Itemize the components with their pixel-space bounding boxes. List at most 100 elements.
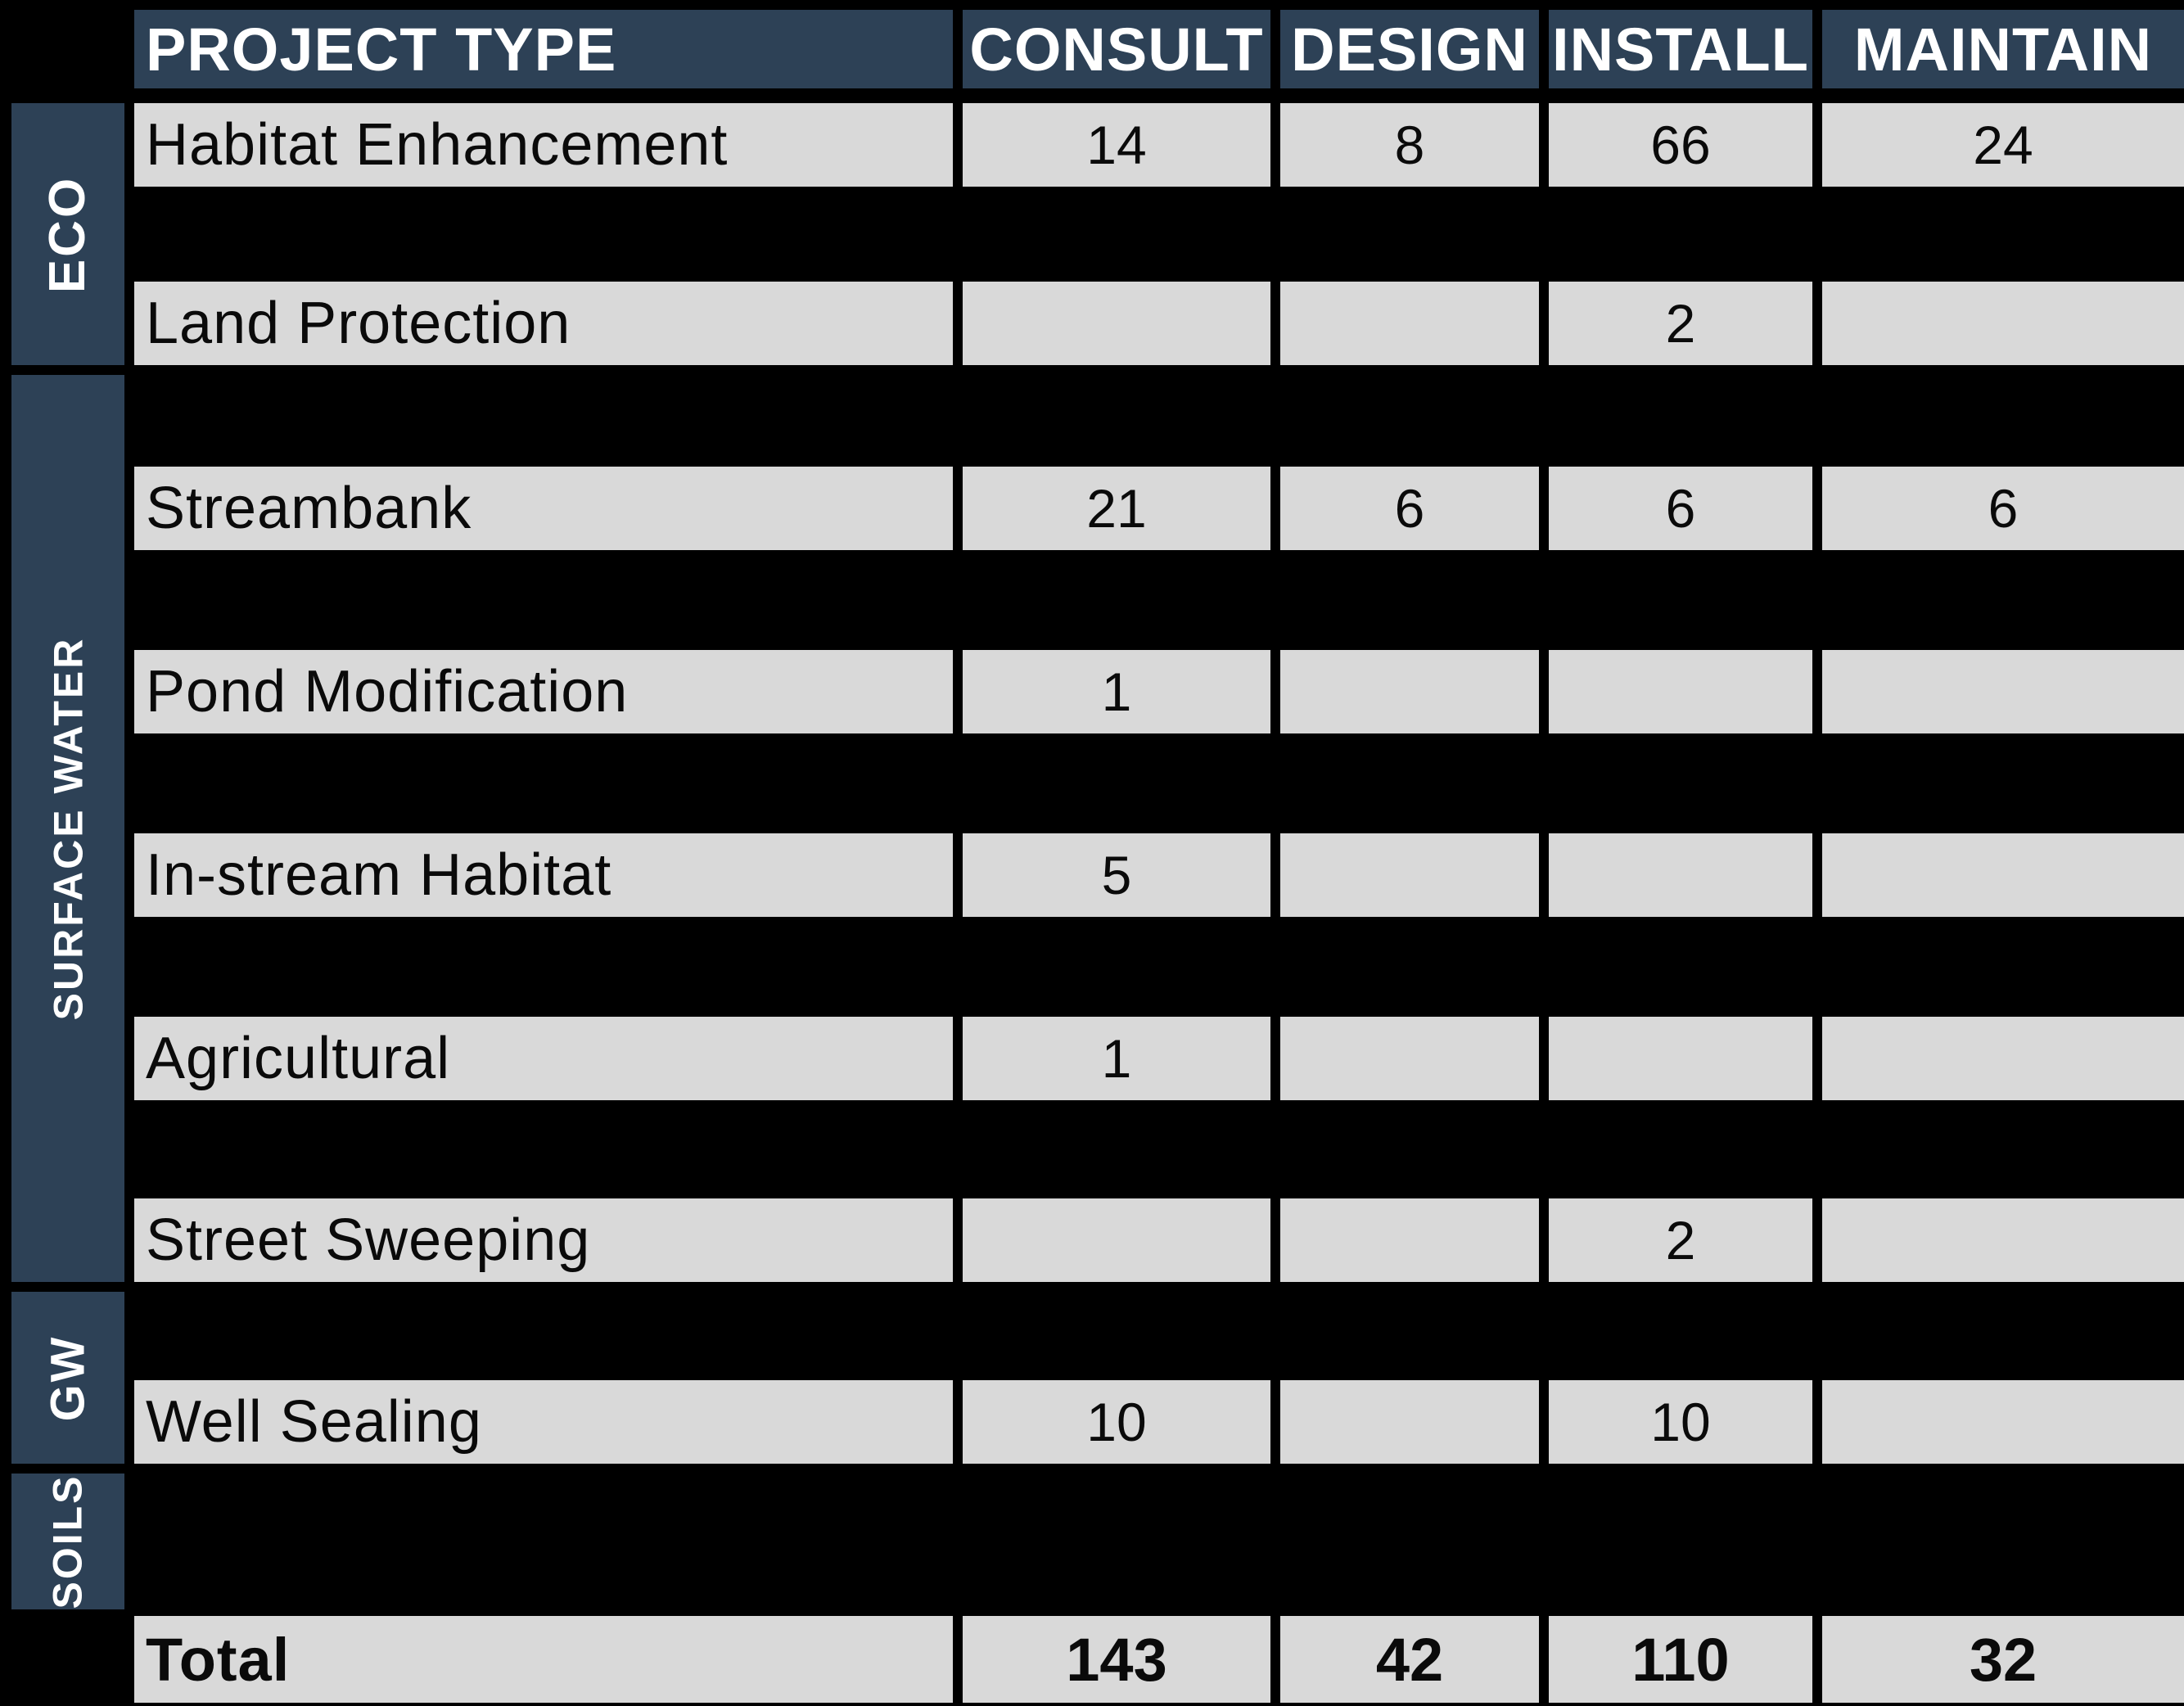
table-row-habitat-enhancement: Habitat Enhancement 14 8 66 24: [134, 103, 2184, 187]
group-band-soils: SOILS: [11, 1474, 124, 1609]
total-design-value: 42: [1375, 1625, 1444, 1694]
cell-project-type: Habitat Enhancement: [134, 103, 953, 187]
cell-consult: 1: [963, 1017, 1270, 1100]
cell-maintain: 24: [1822, 103, 2184, 187]
install-value: 2: [1665, 293, 1696, 354]
cell-install: [1549, 833, 1812, 917]
cell-design: [1280, 1017, 1539, 1100]
header-maintain-label: MAINTAIN: [1853, 15, 2153, 83]
install-value: 2: [1665, 1210, 1696, 1270]
install-value: 66: [1650, 115, 1711, 175]
cell-maintain: [1822, 1017, 2184, 1100]
cell-total-maintain: 32: [1822, 1616, 2184, 1703]
header-project-type-label: PROJECT TYPE: [146, 15, 617, 83]
header-install-label: INSTALL: [1552, 15, 1809, 83]
cell-install: 6: [1549, 467, 1812, 550]
group-band-eco: ECO: [11, 103, 124, 365]
consult-value: 1: [1101, 661, 1132, 722]
table-row-pond-modification: Pond Modification 1: [134, 650, 2184, 733]
table-header-row: PROJECT TYPE CONSULT DESIGN INSTALL MAIN…: [134, 10, 2184, 88]
header-consult: CONSULT: [963, 10, 1270, 88]
cell-maintain: [1822, 650, 2184, 733]
cell-design: [1280, 1198, 1539, 1282]
table-row-streambank: Streambank 21 6 6 6: [134, 467, 2184, 550]
project-type-text: Agricultural: [146, 1026, 451, 1091]
cell-project-type: Streambank: [134, 467, 953, 550]
maintain-value: 24: [1973, 115, 2033, 175]
group-band-surface-water: SURFACE WATER: [11, 375, 124, 1282]
cell-consult: 5: [963, 833, 1270, 917]
consult-value: 1: [1101, 1028, 1132, 1089]
cell-consult: [963, 1198, 1270, 1282]
cell-maintain: [1822, 1198, 2184, 1282]
consult-value: 21: [1086, 478, 1147, 539]
project-type-text: Well Sealing: [146, 1389, 482, 1455]
table-total-row: Total 143 42 110 32: [134, 1616, 2184, 1703]
project-type-text: Pond Modification: [146, 659, 629, 724]
header-maintain: MAINTAIN: [1822, 10, 2184, 88]
header-design-label: DESIGN: [1291, 15, 1528, 83]
group-band-gw: GW: [11, 1292, 124, 1464]
cell-total-design: 42: [1280, 1616, 1539, 1703]
header-install: INSTALL: [1549, 10, 1812, 88]
cell-project-type: Land Protection: [134, 282, 953, 365]
cell-install: 66: [1549, 103, 1812, 187]
cell-consult: 14: [963, 103, 1270, 187]
cell-install: 2: [1549, 282, 1812, 365]
project-type-text: Street Sweeping: [146, 1207, 591, 1273]
cell-consult: 10: [963, 1380, 1270, 1464]
cell-consult: 1: [963, 650, 1270, 733]
total-consult-value: 143: [1066, 1625, 1167, 1694]
cell-project-type: Agricultural: [134, 1017, 953, 1100]
cell-design: [1280, 833, 1539, 917]
project-type-text: Streambank: [146, 476, 472, 541]
cell-install: [1549, 1017, 1812, 1100]
consult-value: 5: [1101, 845, 1132, 905]
table-row-street-sweeping: Street Sweeping 2: [134, 1198, 2184, 1282]
install-value: 6: [1665, 478, 1696, 539]
cell-consult: [963, 282, 1270, 365]
table-row-in-stream-habitat: In-stream Habitat 5: [134, 833, 2184, 917]
table-row-land-protection: Land Protection 2: [134, 282, 2184, 365]
header-consult-label: CONSULT: [969, 15, 1264, 83]
cell-maintain: [1822, 282, 2184, 365]
group-label-soils: SOILS: [45, 1474, 91, 1609]
cell-project-type: Street Sweeping: [134, 1198, 953, 1282]
cell-maintain: [1822, 1380, 2184, 1464]
cell-design: [1280, 282, 1539, 365]
cell-install: 10: [1549, 1380, 1812, 1464]
header-project-type: PROJECT TYPE: [134, 10, 953, 88]
install-value: 10: [1650, 1392, 1711, 1452]
cell-total-consult: 143: [963, 1616, 1270, 1703]
table-row-well-sealing: Well Sealing 10 10: [134, 1380, 2184, 1464]
cell-maintain: 6: [1822, 467, 2184, 550]
group-label-eco: ECO: [39, 175, 97, 293]
total-label-text: Total: [146, 1625, 291, 1694]
design-value: 6: [1394, 478, 1425, 539]
cell-install: 2: [1549, 1198, 1812, 1282]
cell-design: 6: [1280, 467, 1539, 550]
header-design: DESIGN: [1280, 10, 1539, 88]
cell-install: [1549, 650, 1812, 733]
maintain-value: 6: [1988, 478, 2019, 539]
cell-total-install: 110: [1549, 1616, 1812, 1703]
total-install-value: 110: [1631, 1625, 1730, 1694]
total-maintain-value: 32: [1969, 1625, 2037, 1694]
cell-project-type: In-stream Habitat: [134, 833, 953, 917]
cell-project-type: Pond Modification: [134, 650, 953, 733]
project-type-text: In-stream Habitat: [146, 842, 612, 908]
design-value: 8: [1394, 115, 1425, 175]
project-type-text: Habitat Enhancement: [146, 112, 729, 178]
consult-value: 14: [1086, 115, 1147, 175]
cell-project-type: Well Sealing: [134, 1380, 953, 1464]
cell-total-label: Total: [134, 1616, 953, 1703]
cell-consult: 21: [963, 467, 1270, 550]
cell-design: 8: [1280, 103, 1539, 187]
cell-design: [1280, 650, 1539, 733]
cell-maintain: [1822, 833, 2184, 917]
consult-value: 10: [1086, 1392, 1147, 1452]
table-row-agricultural: Agricultural 1: [134, 1017, 2184, 1100]
cell-design: [1280, 1380, 1539, 1464]
group-label-surface-water: SURFACE WATER: [45, 636, 92, 1021]
